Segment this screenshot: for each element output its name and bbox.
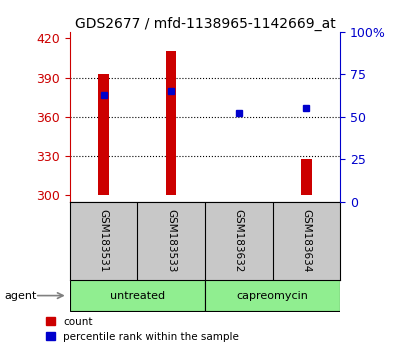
Text: untreated: untreated (110, 291, 164, 301)
Text: GSM183531: GSM183531 (98, 209, 108, 273)
Title: GDS2677 / mfd-1138965-1142669_at: GDS2677 / mfd-1138965-1142669_at (74, 17, 335, 31)
Text: agent: agent (4, 291, 36, 301)
Bar (70, 280, 204, 311)
Text: capreomycin: capreomycin (236, 291, 308, 301)
Bar (98, 74, 108, 195)
Bar (301, 159, 311, 195)
Text: GSM183632: GSM183632 (233, 209, 243, 273)
Bar (204, 280, 339, 311)
Bar (166, 51, 176, 195)
Text: GSM183634: GSM183634 (301, 209, 311, 273)
Legend: count, percentile rank within the sample: count, percentile rank within the sample (46, 317, 238, 342)
Text: GSM183533: GSM183533 (166, 209, 176, 273)
